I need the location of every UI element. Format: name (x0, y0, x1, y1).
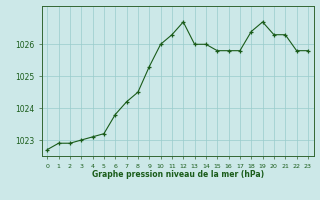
X-axis label: Graphe pression niveau de la mer (hPa): Graphe pression niveau de la mer (hPa) (92, 170, 264, 179)
